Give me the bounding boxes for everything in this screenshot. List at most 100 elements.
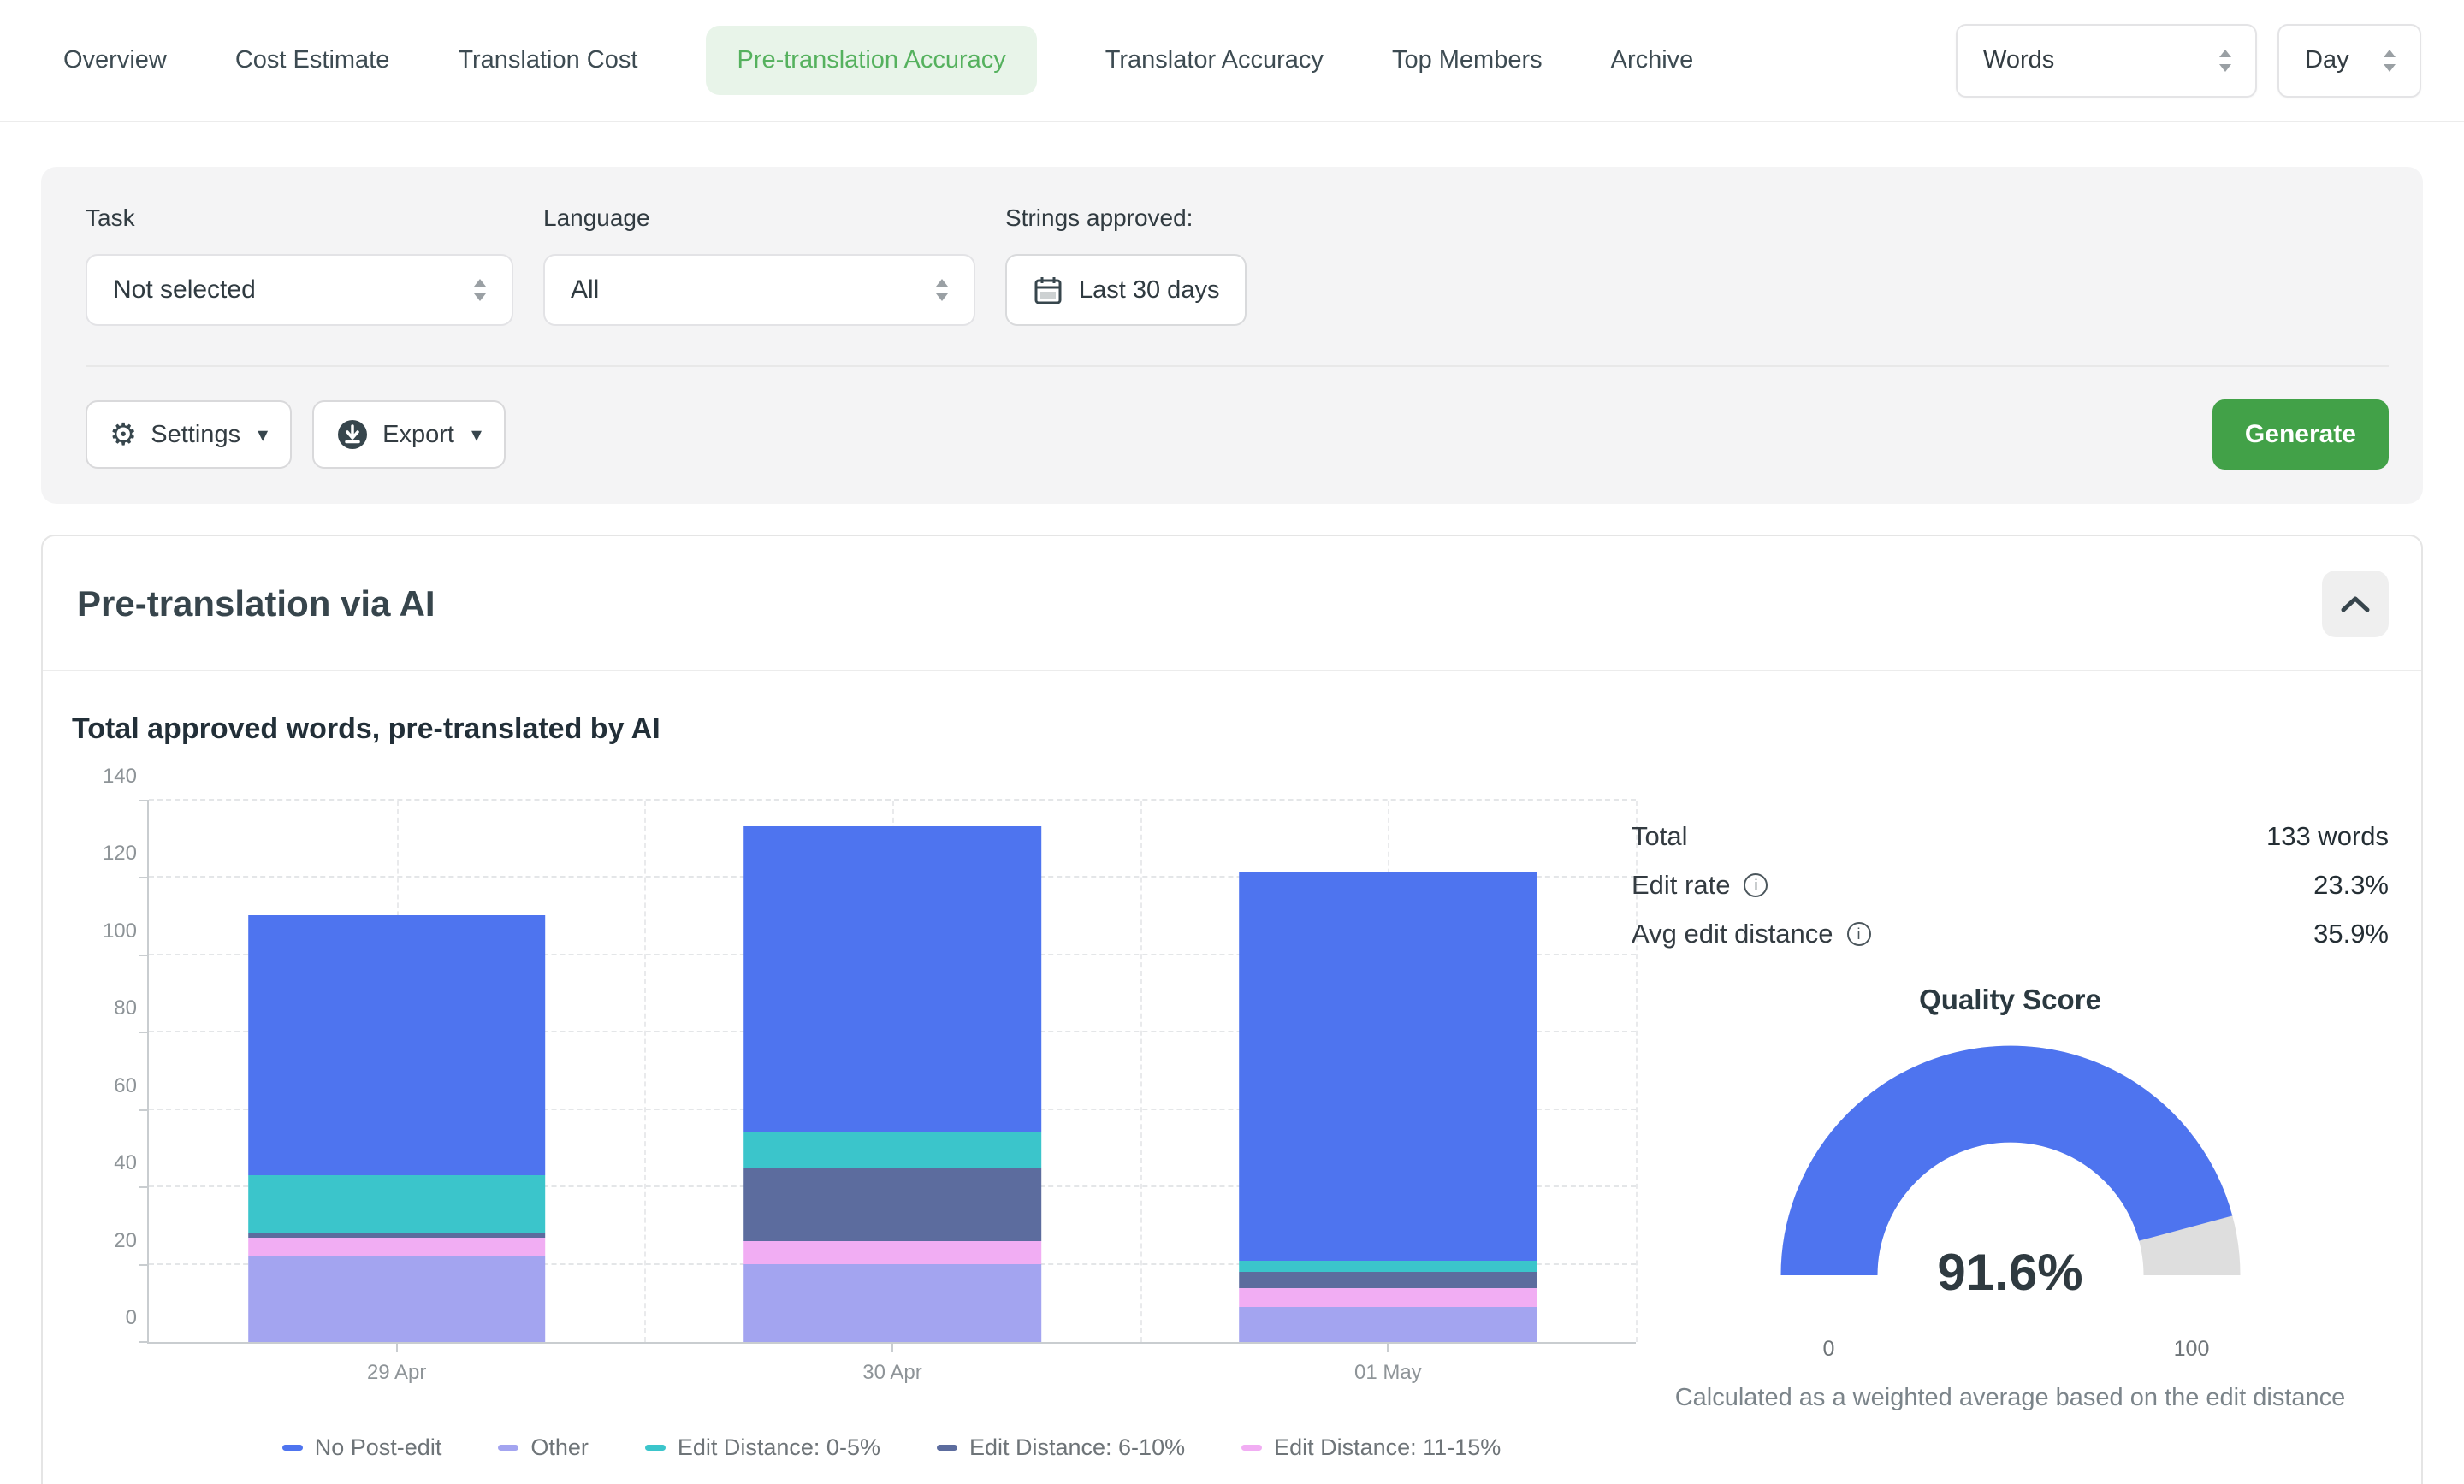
legend-item-other[interactable]: Other	[498, 1434, 589, 1461]
gridline-y-140	[149, 799, 1636, 801]
actions-row: ⚙ Settings ▾ Export ▾ Generate	[86, 399, 2389, 470]
segment-edit-distance-6-10-[interactable]	[743, 1167, 1041, 1242]
gear-icon: ⚙	[110, 417, 138, 452]
segment-edit-distance-11-15-[interactable]	[1239, 1287, 1537, 1308]
legend-label: Edit Distance: 0-5%	[677, 1434, 880, 1460]
legend-label: Edit Distance: 11-15%	[1274, 1434, 1502, 1460]
report-card-header: Pre-translation via AI	[43, 536, 2421, 671]
y-axis-tick	[139, 1341, 149, 1343]
legend-swatch	[644, 1445, 666, 1451]
sort-arrows-icon	[474, 279, 486, 301]
segment-edit-distance-6-10-[interactable]	[1239, 1272, 1537, 1288]
language-label: Language	[543, 204, 650, 231]
bar-30-apr[interactable]	[743, 825, 1041, 1342]
segment-edit-distance-0-5-[interactable]	[247, 1174, 546, 1234]
segment-edit-distance-6-10-[interactable]	[247, 1233, 546, 1238]
tab-pre-translation-accuracy[interactable]: Pre-translation Accuracy	[706, 26, 1037, 95]
report-card-body: Total approved words, pre-translated by …	[43, 671, 2421, 1484]
y-axis-label-100: 100	[102, 919, 137, 943]
collapse-button[interactable]	[2322, 571, 2389, 637]
settings-button[interactable]: ⚙ Settings ▾	[86, 400, 293, 469]
segment-no-post-edit[interactable]	[247, 915, 546, 1175]
tab-archive[interactable]: Archive	[1610, 46, 1694, 74]
sort-arrows-icon	[2219, 49, 2231, 72]
segment-edit-distance-11-15-[interactable]	[247, 1237, 546, 1257]
legend-swatch	[936, 1445, 957, 1451]
stat-value: 23.3%	[2313, 870, 2389, 900]
y-axis-tick	[139, 877, 149, 879]
y-axis-label-140: 140	[102, 765, 137, 788]
bar-29-apr[interactable]	[247, 915, 546, 1342]
language-select[interactable]: All	[543, 254, 975, 326]
tab-top-members[interactable]: Top Members	[1391, 46, 1543, 74]
segment-other[interactable]	[1239, 1307, 1537, 1342]
tab-translator-accuracy[interactable]: Translator Accuracy	[1105, 46, 1324, 74]
period-select-value: Day	[2305, 46, 2349, 74]
y-axis-tick	[139, 1263, 149, 1266]
task-select-value: Not selected	[113, 275, 256, 304]
strings-approved-label: Strings approved:	[1005, 204, 1194, 231]
bar-01-may[interactable]	[1239, 872, 1537, 1342]
y-axis-label-20: 20	[114, 1228, 137, 1252]
y-axis-tick	[139, 1109, 149, 1111]
stacked-bar-chart: 0 20 40 60 80 100 120 140 29 Apr 30 Apr 01 May No …	[72, 765, 1638, 1461]
language-filter-group: Language All	[543, 204, 975, 326]
legend-swatch	[498, 1445, 519, 1451]
segment-edit-distance-0-5-[interactable]	[1239, 1260, 1537, 1273]
report-card: Pre-translation via AI Total approved wo…	[41, 535, 2423, 1484]
stat-value: 35.9%	[2313, 919, 2389, 949]
segment-other[interactable]	[743, 1264, 1041, 1342]
legend-item-edit-distance-0-5-[interactable]: Edit Distance: 0-5%	[644, 1434, 880, 1461]
tab-overview[interactable]: Overview	[63, 46, 167, 74]
x-axis-label-01-may: 01 May	[1353, 1361, 1422, 1384]
chart-content-row: 0 20 40 60 80 100 120 140 29 Apr 30 Apr 01 May No …	[72, 765, 2389, 1484]
x-axis-label-30-apr: 30 Apr	[862, 1361, 922, 1384]
segment-edit-distance-11-15-[interactable]	[743, 1241, 1041, 1265]
export-button[interactable]: Export ▾	[312, 400, 506, 469]
legend-item-no-post-edit[interactable]: No Post-edit	[281, 1434, 441, 1461]
panel-divider	[86, 365, 2389, 367]
gauge-caption: Calculated as a weighted average based o…	[1674, 1384, 2346, 1411]
info-icon[interactable]	[1846, 922, 1871, 946]
gridline-x	[1636, 801, 1638, 1342]
gauge-min-label: 0	[1822, 1337, 1835, 1361]
x-axis-tick	[1387, 1342, 1389, 1352]
gauge-title: Quality Score	[1919, 984, 2101, 1015]
info-icon[interactable]	[1744, 873, 1768, 897]
stat-value: 133 words	[2266, 821, 2389, 851]
quality-score-gauge: 91.6% 0 100	[1762, 1030, 2259, 1361]
period-select[interactable]: Day	[2277, 23, 2421, 98]
y-axis-tick	[139, 1186, 149, 1189]
segment-edit-distance-0-5-[interactable]	[743, 1132, 1041, 1168]
date-range-button[interactable]: Last 30 days	[1005, 254, 1247, 326]
legend-item-edit-distance-11-15-[interactable]: Edit Distance: 11-15%	[1241, 1434, 1501, 1461]
y-axis-label-40: 40	[114, 1151, 137, 1175]
stat-row-edit-rate: Edit rate 23.3%	[1632, 870, 2389, 901]
task-select[interactable]: Not selected	[86, 254, 513, 326]
legend-swatch	[1241, 1445, 1263, 1451]
legend-item-edit-distance-6-10-[interactable]: Edit Distance: 6-10%	[936, 1434, 1185, 1461]
language-select-value: All	[571, 275, 600, 304]
generate-button[interactable]: Generate	[2212, 399, 2389, 470]
unit-select[interactable]: Words	[1956, 23, 2257, 98]
tab-translation-cost[interactable]: Translation Cost	[458, 46, 638, 74]
segment-no-post-edit[interactable]	[743, 825, 1041, 1133]
gauge-max-label: 100	[2173, 1337, 2210, 1361]
y-axis-label-120: 120	[102, 842, 137, 866]
y-axis-tick	[139, 800, 149, 801]
y-axis-label-60: 60	[114, 1073, 137, 1097]
sort-arrows-icon	[2384, 49, 2396, 72]
x-axis-tick	[891, 1342, 893, 1352]
tab-cost-estimate[interactable]: Cost Estimate	[234, 46, 390, 74]
segment-no-post-edit[interactable]	[1239, 872, 1537, 1261]
segment-other[interactable]	[247, 1256, 546, 1342]
stat-row-total: Total 133 words	[1632, 821, 2389, 852]
caret-down-icon: ▾	[471, 423, 482, 446]
gridline-x	[1140, 801, 1142, 1342]
settings-button-label: Settings	[151, 420, 241, 448]
gauge-arc	[1780, 1045, 2240, 1277]
y-axis-label-0: 0	[125, 1306, 137, 1329]
legend-label: Other	[530, 1434, 589, 1460]
stat-label: Edit rate	[1632, 870, 1768, 901]
stat-label: Avg edit distance	[1632, 919, 1871, 949]
